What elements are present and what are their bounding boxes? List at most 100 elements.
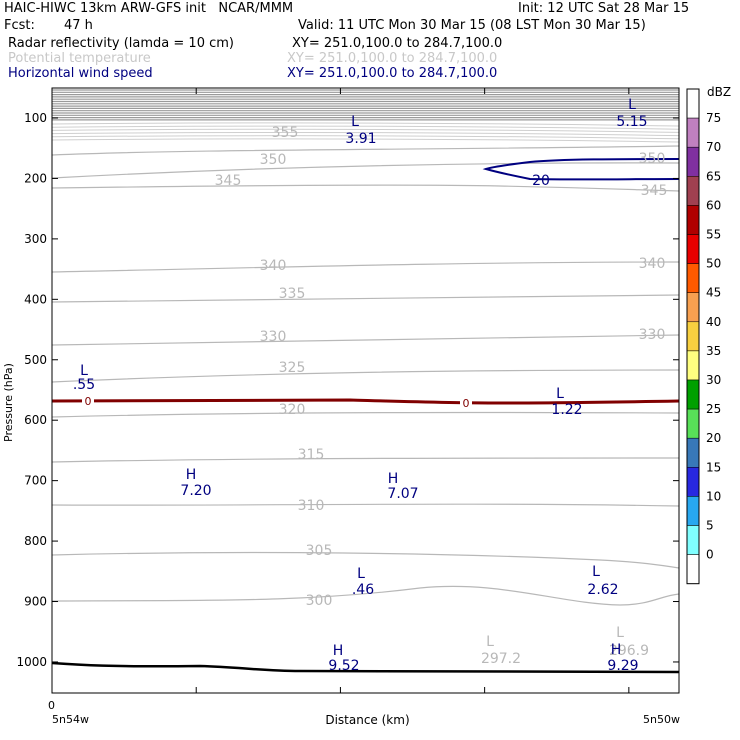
y-tick-label: 600 bbox=[24, 413, 47, 427]
colorbar-swatch bbox=[686, 205, 700, 235]
colorbar-label: 0 bbox=[706, 548, 714, 562]
theta-label-350-right: 350 bbox=[639, 151, 666, 167]
wind-extremum-type: L bbox=[556, 386, 564, 402]
y-axis-title: Pressure (hPa) bbox=[2, 363, 15, 442]
colorbar-swatch bbox=[686, 467, 700, 497]
wind-extremum-value: 7.07 bbox=[387, 486, 418, 502]
y-tick-label: 900 bbox=[24, 595, 47, 609]
field-3-xy: XY= 251.0,100.0 to 284.7,100.0 bbox=[287, 66, 498, 81]
wind-extremum-value: 9.52 bbox=[328, 658, 359, 674]
model-title: HAIC-HIWC 13km ARW-GFS init NCAR/MMM bbox=[4, 1, 294, 16]
theta-contour-315 bbox=[52, 457, 679, 463]
field-3-name: Horizontal wind speed bbox=[8, 66, 153, 81]
colorbar-swatch bbox=[686, 379, 700, 410]
theta-label-340: 340 bbox=[260, 258, 287, 274]
field-1-xy: XY= 251.0,100.0 to 284.7,100.0 bbox=[292, 36, 503, 51]
y-tick-label: 500 bbox=[24, 353, 47, 367]
theta-label-325: 325 bbox=[279, 360, 306, 376]
colorbar-swatch bbox=[686, 146, 700, 177]
y-tick-label: 700 bbox=[24, 474, 47, 488]
theta-label-335: 335 bbox=[279, 286, 306, 302]
wind-extremum-type: L bbox=[628, 97, 636, 113]
theta-upper-line bbox=[52, 125, 679, 130]
theta-label-300: 300 bbox=[306, 593, 333, 609]
wind-speed-contours bbox=[52, 158, 679, 674]
colorbar-label: 50 bbox=[706, 257, 721, 271]
colorbar-label: 30 bbox=[706, 373, 721, 387]
freezing-level-line bbox=[52, 398, 679, 405]
zero-label-bg bbox=[460, 397, 472, 409]
x-zero-label: 0 bbox=[48, 699, 55, 712]
field-2-name: Potential temperature bbox=[8, 51, 151, 66]
colorbar-label: 10 bbox=[706, 489, 721, 503]
colorbar-swatch bbox=[686, 525, 700, 555]
wind-extremum-value: 2.62 bbox=[587, 582, 618, 598]
x-start-label: 5n54w bbox=[52, 713, 89, 726]
wind-extremum-type: H bbox=[333, 643, 344, 659]
wind-extremum-type: H bbox=[186, 467, 197, 483]
plot-frame bbox=[51, 87, 680, 694]
colorbar-swatch bbox=[686, 292, 700, 323]
y-tick-label: 1000 bbox=[16, 655, 47, 669]
colorbar-swatch bbox=[686, 176, 700, 206]
wind-contour-20 bbox=[482, 158, 679, 181]
wind-extremum-type: L bbox=[351, 114, 359, 130]
colorbar-label: 75 bbox=[706, 111, 721, 125]
y-tick-label: 100 bbox=[24, 111, 47, 125]
y-tick-label: 300 bbox=[24, 232, 47, 246]
colorbar-label: 25 bbox=[706, 402, 721, 416]
wind-extremum-value: 1.22 bbox=[551, 402, 582, 418]
theta-label-315: 315 bbox=[298, 447, 325, 463]
theta-contour-305 bbox=[52, 551, 679, 569]
colorbar-swatch bbox=[686, 496, 700, 526]
zero-line-label: 0 bbox=[463, 397, 470, 410]
forecast-hour: 47 h bbox=[64, 18, 93, 33]
colorbar-swatch bbox=[686, 408, 700, 439]
theta-upper-line bbox=[52, 128, 679, 133]
wind-extremum-type: H bbox=[611, 642, 622, 658]
stratosphere-hatch bbox=[52, 89, 679, 143]
theta-label-305: 305 bbox=[306, 543, 333, 559]
colorbar-swatch bbox=[686, 234, 700, 264]
theta-label-345-right: 345 bbox=[641, 183, 668, 199]
wind-label-20: 20 bbox=[532, 173, 550, 189]
theta-contour-355 bbox=[52, 145, 679, 156]
colorbar-frame bbox=[686, 88, 700, 585]
zero-label-bg bbox=[82, 395, 94, 407]
colorbar-label: 40 bbox=[706, 315, 721, 329]
theta-upper-line bbox=[52, 131, 679, 137]
forecast-label: Fcst: bbox=[4, 18, 35, 33]
colorbar-label: 55 bbox=[706, 228, 721, 242]
y-tick-label: 200 bbox=[24, 171, 47, 185]
init-time: Init: 12 UTC Sat 28 Mar 15 bbox=[518, 1, 690, 16]
field-2-xy: XY= 251.0,100.0 to 284.7,100.0 bbox=[287, 51, 498, 66]
colorbar-swatch bbox=[686, 263, 700, 293]
theta-contour-310 bbox=[52, 503, 679, 507]
theta-contour-330 bbox=[52, 334, 679, 346]
theta-label-310: 310 bbox=[298, 498, 325, 514]
y-tick-label: 800 bbox=[24, 534, 47, 548]
colorbar-label: 65 bbox=[706, 169, 721, 183]
colorbar-label: 45 bbox=[706, 286, 721, 300]
theta-contour-340 bbox=[52, 261, 679, 273]
theta-extremum-value: 296.9 bbox=[609, 643, 649, 659]
zero-line-label: 0 bbox=[85, 395, 92, 408]
theta-upper-line bbox=[52, 135, 679, 140]
wind-extremum-value: .46 bbox=[352, 582, 374, 598]
wind-extremum-value: .55 bbox=[73, 377, 95, 393]
contour-labels: 355 350 345 340 335 330 325 320 315 310 305 300 350 3… bbox=[73, 97, 668, 674]
colorbar-label: 20 bbox=[706, 431, 721, 445]
colorbar-label: 60 bbox=[706, 198, 721, 212]
x-end-label: 5n50w bbox=[643, 713, 680, 726]
theta-label-330: 330 bbox=[260, 329, 287, 345]
plot-area bbox=[52, 88, 679, 693]
wind-extremum-value: 7.20 bbox=[180, 483, 211, 499]
theta-contour-345 bbox=[52, 184, 679, 192]
valid-time: Valid: 11 UTC Mon 30 Mar 15 (08 LST Mon … bbox=[298, 18, 646, 33]
theta-label-345: 345 bbox=[215, 173, 242, 189]
colorbar-swatch bbox=[686, 321, 700, 352]
theta-contour-350 bbox=[52, 162, 679, 179]
x-axis-ticks bbox=[51, 88, 630, 693]
wind-extremum-value: 9.29 bbox=[607, 658, 638, 674]
